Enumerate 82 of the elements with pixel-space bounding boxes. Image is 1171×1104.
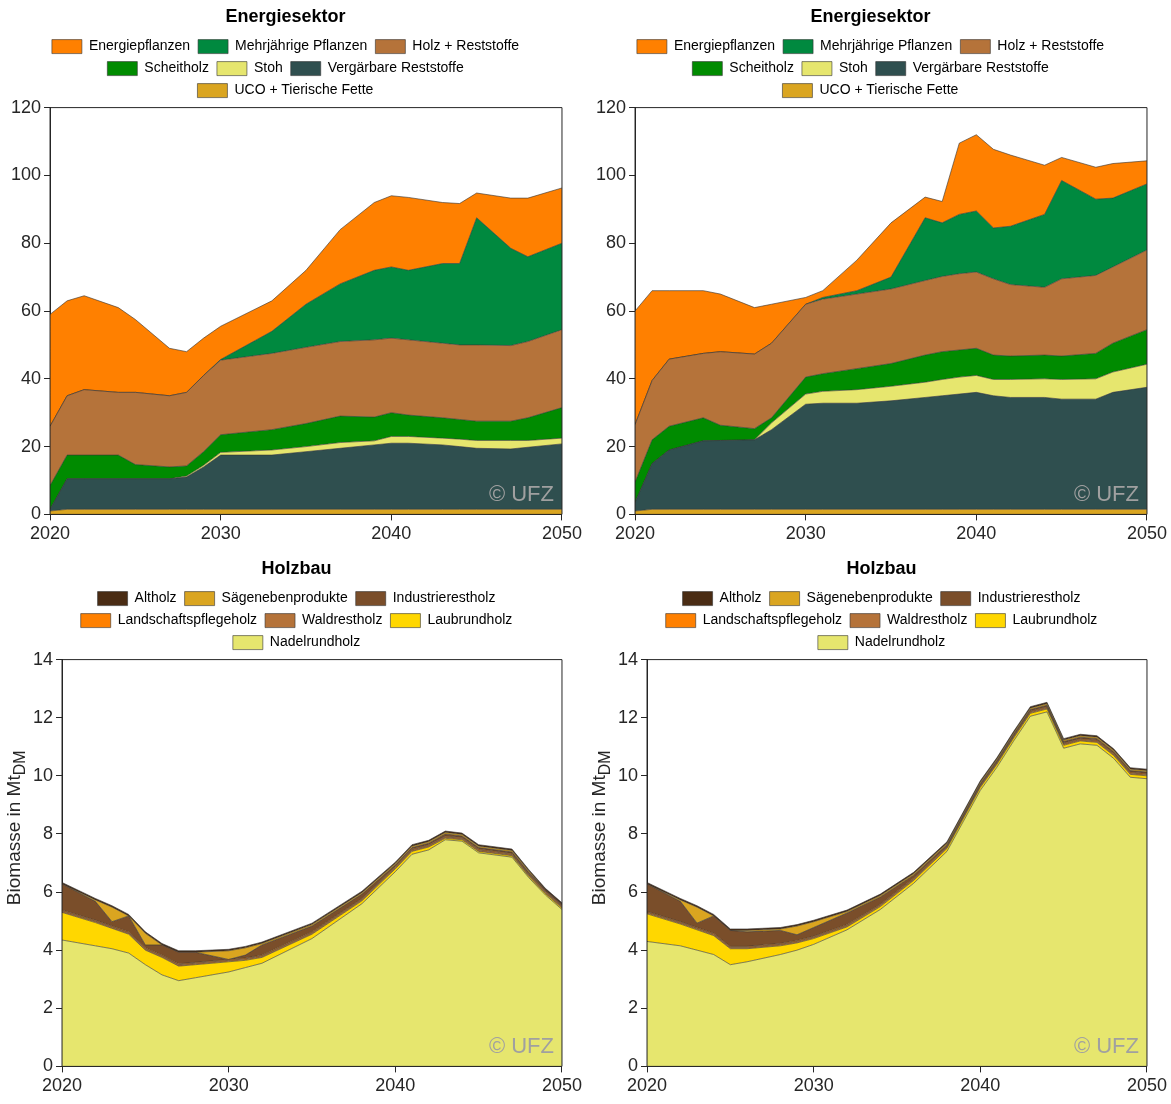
x-tick-label: 2040 [371,523,412,544]
annotation: © UFZ [1073,1033,1139,1059]
legend-label: Vergärbare Reststoffe [912,59,1049,76]
annotation: © UFZ [488,481,554,507]
y-tick-label: 100 [10,164,42,185]
x-tick-label: 2050 [541,523,582,544]
chart-title: Energiesektor [225,5,346,26]
chart-title: Holzbau [846,557,917,578]
legend-label: Nadelrundholz [269,633,361,650]
y-tick-label: 0 [43,1055,54,1076]
legend-label: Scheitholz [144,59,209,76]
legend-label: Mehrjährige Pflanzen [820,37,953,54]
y-tick-label: 8 [628,822,639,843]
y-tick-label: 4 [43,939,54,960]
legend-label: Stoh [253,59,283,76]
x-tick-label: 2020 [42,1075,83,1096]
legend-label: Mehrjährige Pflanzen [235,37,368,54]
legend-label: Sägenebenprodukte [806,589,933,606]
y-tick-label: 40 [606,367,627,388]
y-tick-label: 0 [616,503,627,524]
legend-label: UCO + Tierische Fette [234,81,374,98]
y-tick-label: 12 [617,706,639,727]
legend-label: UCO + Tierische Fette [819,81,959,98]
y-tick-label: 6 [628,881,639,902]
legend-label: Holz + Reststoffe [412,37,520,54]
legend-label: Industrierestholz [977,589,1081,606]
y-tick-label: 12 [32,706,54,727]
legend-label: Energiepflanzen [673,37,776,54]
x-tick-label: 2020 [627,1075,668,1096]
legend-label: Nadelrundholz [854,633,946,650]
y-tick-label: 8 [43,822,54,843]
x-tick-label: 2050 [541,1075,582,1096]
y-tick-label: 2 [43,997,54,1018]
y-tick-label: 120 [595,96,627,117]
y-tick-label: 80 [606,232,627,253]
y-tick-label: 60 [606,299,627,320]
y-tick-label: 120 [10,96,42,117]
y-tick-label: 100 [595,164,627,185]
legend-label: Scheitholz [729,59,794,76]
annotation: © UFZ [1073,481,1139,507]
y-tick-label: 14 [617,648,639,669]
y-tick-label: 80 [21,232,42,253]
legend-label: Waldrestholz [302,611,383,628]
legend-label: Sägenebenprodukte [221,589,348,606]
legend-label: Stoh [838,59,868,76]
y-tick-label: 0 [628,1055,639,1076]
x-tick-label: 2050 [1126,523,1167,544]
x-tick-label: 2040 [956,523,997,544]
legend-label: Laubrundholz [427,611,513,628]
x-tick-label: 2020 [615,523,656,544]
x-tick-label: 2030 [200,523,241,544]
x-tick-label: 2040 [375,1075,416,1096]
x-tick-label: 2020 [30,523,71,544]
legend-label: Landschaftspflegeholz [117,611,258,628]
chart-title: Holzbau [261,557,332,578]
y-tick-label: 20 [21,435,42,456]
legend-label: Vergärbare Reststoffe [327,59,464,76]
y-tick-label: 60 [21,299,42,320]
legend-label: Holz + Reststoffe [997,37,1105,54]
x-tick-label: 2040 [960,1075,1001,1096]
legend-label: Industrierestholz [392,589,496,606]
x-tick-label: 2030 [793,1075,834,1096]
legend-label: Altholz [134,589,177,606]
legend-label: Energiepflanzen [88,37,191,54]
y-tick-label: 4 [628,939,639,960]
x-tick-label: 2050 [1126,1075,1167,1096]
y-tick-label: 20 [606,435,627,456]
y-tick-label: 40 [21,367,42,388]
annotation: © UFZ [488,1033,554,1059]
legend-label: Waldrestholz [887,611,968,628]
y-tick-label: 0 [31,503,42,524]
y-tick-label: 2 [628,997,639,1018]
y-tick-label: 6 [43,881,54,902]
y-tick-label: 10 [617,764,639,785]
legend-label: Landschaftspflegeholz [702,611,843,628]
legend-label: Laubrundholz [1012,611,1098,628]
legend-label: Altholz [719,589,762,606]
y-tick-label: 14 [32,648,54,669]
x-tick-label: 2030 [785,523,826,544]
y-tick-label: 10 [32,764,54,785]
chart-title: Energiesektor [810,5,931,26]
x-tick-label: 2030 [208,1075,249,1096]
